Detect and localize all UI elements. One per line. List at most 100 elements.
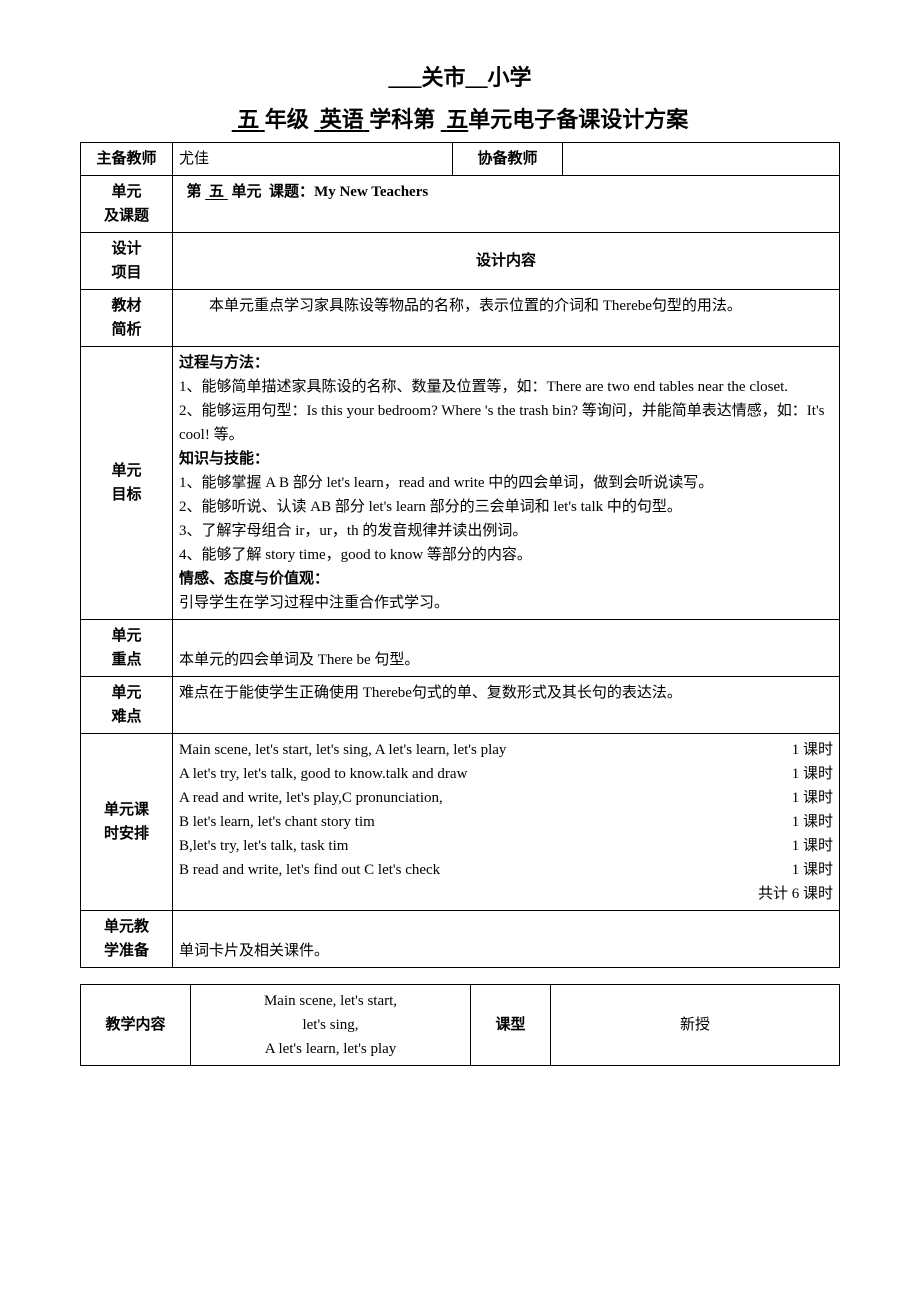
unit-underline: 五 <box>441 107 469 132</box>
goals-p7: 引导学生在学习过程中注重合作式学习。 <box>179 591 833 615</box>
schedule-item: A read and write, let's play,C pronuncia… <box>179 786 833 810</box>
difficulty-label-l1: 单元 <box>111 685 141 701</box>
schedule-item: Main scene, let's start, let's sing, A l… <box>179 738 833 762</box>
material-label: 教材 简析 <box>81 290 173 347</box>
unit-word: 单元 <box>232 184 262 200</box>
schedule-right-5: 1 课时 <box>792 858 833 882</box>
schedule-left-0: Main scene, let's start, let's sing, A l… <box>179 738 784 762</box>
school-title: ___关市__小学 <box>80 60 840 92</box>
table-gap <box>80 968 840 984</box>
plan-subtitle: 五 年级 英语 学科第 五单元电子备课设计方案 <box>80 102 840 134</box>
schedule-row: 单元课 时安排 Main scene, let's start, let's s… <box>81 734 840 911</box>
lesson-type-label: 课型 <box>471 985 551 1066</box>
subtitle-tail: 单元电子备课设计方案 <box>468 107 688 132</box>
prep-label-l1: 单元教 <box>104 919 149 935</box>
lesson-content-cell: Main scene, let's start, let's sing, A l… <box>191 985 471 1066</box>
topic-text: My New Teachers <box>314 184 428 200</box>
prep-row: 单元教 学准备 单词卡片及相关课件。 <box>81 911 840 968</box>
schedule-right-2: 1 课时 <box>792 786 833 810</box>
schedule-total: 共计 6 课时 <box>179 882 833 906</box>
schedule-left-2: A read and write, let's play,C pronuncia… <box>179 786 784 810</box>
design-label-l2: 项目 <box>111 265 141 281</box>
schedule-right-4: 1 课时 <box>792 834 833 858</box>
design-label-l1: 设计 <box>111 241 141 257</box>
unit-topic-content: 第 五 单元 课题：My New Teachers <box>173 176 840 233</box>
lesson-content-label: 教学内容 <box>81 985 191 1066</box>
focus-row: 单元 重点 本单元的四会单词及 There be 句型。 <box>81 620 840 677</box>
goals-p3: 1、能够掌握 A B 部分 let's learn，read and write… <box>179 471 833 495</box>
prep-label: 单元教 学准备 <box>81 911 173 968</box>
unit-number: 五 <box>209 184 224 200</box>
lesson-type-value: 新授 <box>551 985 840 1066</box>
goals-p6: 4、能够了解 story time，good to know 等部分的内容。 <box>179 543 833 567</box>
schedule-item: A let's try, let's talk, good to know.ta… <box>179 762 833 786</box>
main-table: 主备教师 尤佳 协备教师 单元 及课题 第 五 单元 课题：My New Tea… <box>80 142 840 968</box>
subtitle-text2: 学科第 <box>369 107 435 132</box>
prep-content: 单词卡片及相关课件。 <box>173 911 840 968</box>
unit-topic-label-l1: 单元 <box>111 184 141 200</box>
goals-row: 单元 目标 过程与方法： 1、能够简单描述家具陈设的名称、数量及位置等，如：Th… <box>81 347 840 620</box>
unit-topic-prefix: 第 <box>187 184 202 200</box>
subtitle-text1: 年级 <box>265 107 309 132</box>
material-label-l2: 简析 <box>111 322 141 338</box>
lesson-table: 教学内容 Main scene, let's start, let's sing… <box>80 984 840 1066</box>
goals-h2: 知识与技能： <box>179 447 833 471</box>
schedule-right-3: 1 课时 <box>792 810 833 834</box>
design-row: 设计 项目 设计内容 <box>81 233 840 290</box>
goals-p5: 3、了解字母组合 ir，ur，th 的发音规律并读出例词。 <box>179 519 833 543</box>
unit-topic-label: 单元 及课题 <box>81 176 173 233</box>
unit-topic-label-l2: 及课题 <box>104 208 149 224</box>
goals-content: 过程与方法： 1、能够简单描述家具陈设的名称、数量及位置等，如：There ar… <box>173 347 840 620</box>
main-teacher-name: 尤佳 <box>173 143 453 176</box>
focus-content: 本单元的四会单词及 There be 句型。 <box>173 620 840 677</box>
material-label-l1: 教材 <box>111 298 141 314</box>
schedule-item: B read and write, let's find out C let's… <box>179 858 833 882</box>
topic-label: 课题： <box>269 184 314 200</box>
goals-h1: 过程与方法： <box>179 351 833 375</box>
focus-label: 单元 重点 <box>81 620 173 677</box>
schedule-label-l2: 时安排 <box>104 826 149 842</box>
focus-label-l1: 单元 <box>111 628 141 644</box>
difficulty-row: 单元 难点 难点在于能使学生正确使用 Therebe句式的单、复数形式及其长句的… <box>81 677 840 734</box>
subject-text: 英语 <box>320 107 364 132</box>
schedule-left-1: A let's try, let's talk, good to know.ta… <box>179 762 784 786</box>
difficulty-content: 难点在于能使学生正确使用 Therebe句式的单、复数形式及其长句的表达法。 <box>173 677 840 734</box>
schedule-left-3: B let's learn, let's chant story tim <box>179 810 784 834</box>
difficulty-label: 单元 难点 <box>81 677 173 734</box>
goals-h3: 情感、态度与价值观： <box>179 567 833 591</box>
unitno-text: 五 <box>446 107 468 132</box>
co-teacher-name <box>563 143 840 176</box>
subject-underline: 英语 <box>314 107 369 132</box>
schedule-left-5: B read and write, let's find out C let's… <box>179 858 784 882</box>
grade-underline: 五 <box>232 107 265 132</box>
schedule-item: B,let's try, let's talk, task tim 1 课时 <box>179 834 833 858</box>
schedule-left-4: B,let's try, let's talk, task tim <box>179 834 784 858</box>
schedule-right-1: 1 课时 <box>792 762 833 786</box>
schedule-content: Main scene, let's start, let's sing, A l… <box>173 734 840 911</box>
material-row: 教材 简析 本单元重点学习家具陈设等物品的名称，表示位置的介词和 Therebe… <box>81 290 840 347</box>
design-content: 设计内容 <box>173 233 840 290</box>
lesson-content-l1: Main scene, let's start, <box>264 993 397 1009</box>
unit-number-underline: 五 <box>205 184 228 200</box>
material-content: 本单元重点学习家具陈设等物品的名称，表示位置的介词和 Therebe句型的用法。 <box>173 290 840 347</box>
goals-label-l1: 单元 <box>111 463 141 479</box>
schedule-label: 单元课 时安排 <box>81 734 173 911</box>
unit-topic-row: 单元 及课题 第 五 单元 课题：My New Teachers <box>81 176 840 233</box>
goals-p4: 2、能够听说、认读 AB 部分 let's learn 部分的三会单词和 let… <box>179 495 833 519</box>
lesson-content-l3: A let's learn, let's play <box>265 1041 397 1057</box>
schedule-right-0: 1 课时 <box>792 738 833 762</box>
teacher-row: 主备教师 尤佳 协备教师 <box>81 143 840 176</box>
goals-p2: 2、能够运用句型：Is this your bedroom? Where 's … <box>179 399 833 447</box>
goals-label: 单元 目标 <box>81 347 173 620</box>
grade-text: 五 <box>237 107 259 132</box>
prep-label-l2: 学准备 <box>104 943 149 959</box>
lesson-row: 教学内容 Main scene, let's start, let's sing… <box>81 985 840 1066</box>
main-teacher-label: 主备教师 <box>81 143 173 176</box>
schedule-item: B let's learn, let's chant story tim 1 课… <box>179 810 833 834</box>
lesson-content-l2: let's sing, <box>302 1017 358 1033</box>
goals-p1: 1、能够简单描述家具陈设的名称、数量及位置等，如：There are two e… <box>179 375 833 399</box>
goals-label-l2: 目标 <box>111 487 141 503</box>
difficulty-label-l2: 难点 <box>111 709 141 725</box>
schedule-label-l1: 单元课 <box>104 802 149 818</box>
focus-label-l2: 重点 <box>111 652 141 668</box>
